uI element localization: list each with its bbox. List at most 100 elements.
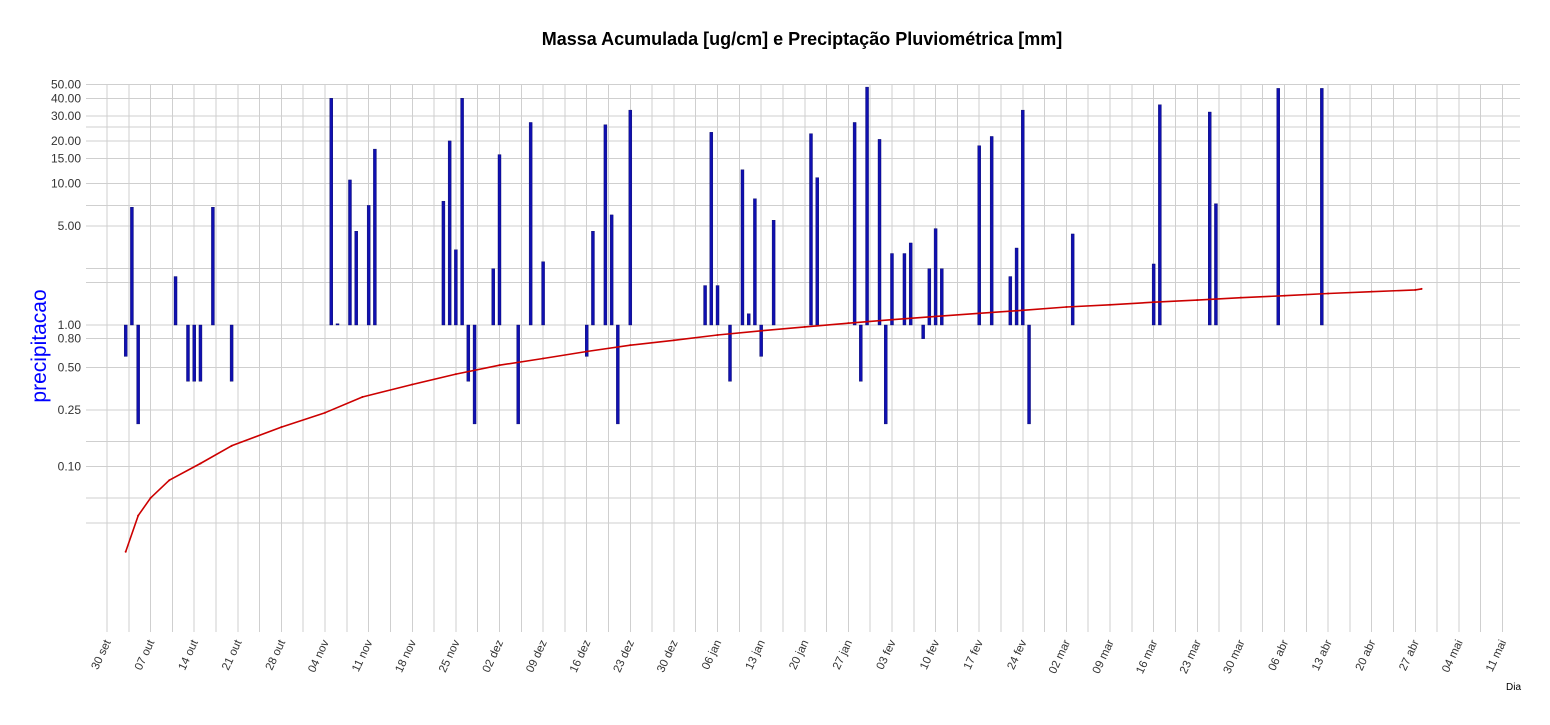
x-tick-label: 14 out — [177, 637, 202, 672]
precipitation-bar — [728, 324, 732, 382]
precipitation-bar — [865, 86, 869, 326]
y-tick-label: 5.00 — [58, 219, 82, 233]
x-tick-label: 30 set — [90, 637, 114, 671]
precipitation-bar — [528, 122, 533, 326]
accumulated-mass-point — [934, 315, 937, 318]
accumulated-mass-point — [1327, 292, 1330, 295]
x-tick-label: 27 abr — [1397, 638, 1422, 673]
accumulated-mass-point — [1109, 303, 1112, 306]
x-tick-label: 04 nov — [306, 638, 332, 675]
precipitation-bar — [989, 136, 994, 326]
accumulated-mass-point — [149, 496, 152, 499]
x-tick-label: 30 dez — [655, 638, 681, 675]
x-tick-label: 04 mai — [1440, 638, 1465, 674]
precipitation-bar — [585, 324, 589, 357]
x-tick-label: 07 out — [133, 637, 158, 672]
precipitation-bar — [740, 169, 745, 326]
x-tick-label: 16 mar — [1134, 638, 1160, 676]
precipitation-bar — [815, 177, 819, 326]
accumulated-mass-point — [324, 411, 327, 414]
accumulated-mass-point — [199, 462, 202, 465]
precipitation-bar — [335, 323, 340, 326]
x-tick-label: 13 jan — [744, 638, 768, 671]
accumulated-mass-line — [124, 287, 1423, 553]
x-tick-label: 23 mar — [1178, 638, 1204, 676]
precipitation-bar — [591, 231, 595, 326]
precipitation-bar — [771, 220, 776, 326]
precipitation-bars — [123, 86, 1324, 425]
precipitation-bar — [753, 198, 757, 326]
precipitation-bar — [454, 249, 458, 326]
precipitation-bar — [541, 261, 545, 326]
y-tick-label: 0.25 — [58, 403, 82, 417]
precipitation-bar — [715, 285, 720, 326]
x-tick-label: 13 abr — [1310, 638, 1335, 673]
precipitation-bar — [1027, 324, 1031, 425]
precipitation-bar — [703, 285, 707, 326]
precipitation-bar — [709, 132, 714, 326]
accumulated-mass-point — [124, 550, 127, 553]
accumulated-mass-point — [280, 426, 283, 429]
precipitation-bar — [884, 324, 888, 425]
precipitation-bar — [902, 253, 907, 326]
x-tick-label: 09 dez — [524, 638, 550, 675]
precipitation-bar — [927, 268, 932, 326]
accumulated-mass-point — [672, 339, 675, 342]
x-tick-label: 02 dez — [481, 638, 507, 675]
x-axis-label: Dia — [1506, 682, 1521, 693]
precipitation-bar — [908, 242, 913, 326]
accumulated-mass-point — [716, 333, 719, 336]
chart-title: Massa Acumulada [ug/cm] e Preciptação Pl… — [542, 29, 1063, 49]
precipitation-bar — [1158, 104, 1162, 326]
precipitation-bar — [198, 324, 203, 382]
precipitation-bar — [466, 324, 471, 382]
accumulated-mass-point — [1414, 288, 1417, 291]
precipitation-bar — [1151, 263, 1156, 326]
x-tick-label: 02 mar — [1047, 638, 1073, 676]
precipitation-bar — [603, 124, 608, 326]
precipitation-bar — [1320, 88, 1324, 326]
precipitation-bar — [616, 324, 620, 425]
precipitation-bar — [136, 324, 140, 425]
x-tick-label: 21 out — [220, 637, 245, 672]
accumulated-mass-point — [454, 373, 457, 376]
y-axis-ticks: 0.10 0.25 0.50 0.801.00 5.00 10.00 15.00 20.00 3… — [51, 78, 81, 474]
accumulated-mass-point — [1370, 290, 1373, 293]
precipitation-bar — [628, 109, 633, 326]
x-tick-label: 20 abr — [1354, 638, 1379, 673]
accumulated-mass-point — [1065, 306, 1068, 309]
precipitation-bar — [877, 139, 882, 326]
precipitation-bar — [229, 324, 234, 382]
precipitation-bar — [746, 313, 751, 326]
precipitation-bar — [447, 140, 452, 326]
precipitation-bar — [933, 228, 938, 326]
precipitation-bar — [441, 200, 446, 326]
accumulated-mass-point — [1283, 294, 1286, 297]
precipitation-bar — [1014, 247, 1019, 326]
precipitation-bar — [366, 205, 371, 326]
y-tick-label: 20.00 — [51, 134, 81, 148]
x-tick-label: 09 mar — [1091, 638, 1117, 676]
accumulated-mass-point — [230, 444, 233, 447]
precipitation-bar — [329, 98, 333, 326]
x-tick-label: 16 dez — [568, 638, 594, 675]
y-tick-label: 15.00 — [51, 152, 81, 166]
x-tick-label: 30 mar — [1222, 638, 1248, 676]
accumulated-mass-point — [498, 364, 501, 367]
accumulated-mass-point — [411, 383, 414, 386]
precipitation-bar — [460, 98, 464, 326]
grid — [86, 84, 1520, 632]
x-tick-label: 10 fev — [918, 638, 942, 672]
precipitation-bar — [472, 324, 477, 425]
precipitation-bar — [1276, 88, 1280, 326]
x-tick-label: 17 fev — [962, 638, 986, 672]
accumulated-mass-point — [978, 312, 981, 315]
accumulated-mass-point — [542, 357, 545, 360]
precipitation-bar — [516, 324, 520, 425]
precipitation-bar — [1021, 109, 1025, 326]
precipitation-bar — [809, 133, 813, 326]
precipitation-bar — [173, 276, 178, 326]
x-tick-label: 23 dez — [612, 638, 638, 675]
accumulated-mass-point — [1239, 296, 1242, 299]
